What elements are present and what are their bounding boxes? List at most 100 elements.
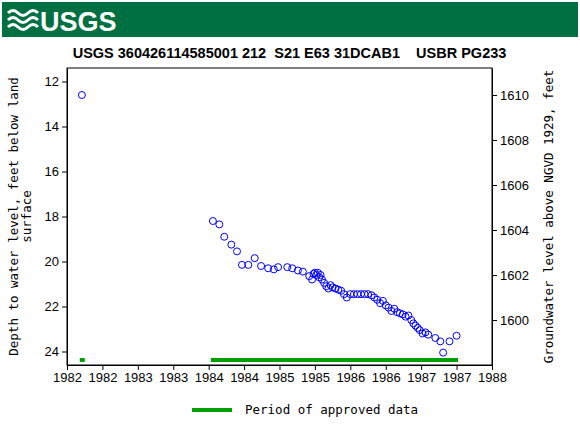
plot-area: [78, 92, 460, 363]
tick-label: 1606: [500, 178, 529, 193]
y-axis-line: [67, 69, 68, 366]
tick: 1987: [443, 365, 472, 385]
x-axis: 1982 1982 1983 1983 1984 1984 1985 1985 1986 1986…: [53, 365, 507, 385]
tick-label: 1985: [301, 370, 330, 385]
tick: 1604: [492, 223, 529, 238]
chart: USGSUSGS 360426114585001 212 S21 E63 31D…: [0, 0, 580, 430]
data-point: [432, 335, 439, 342]
y-axis-title: surface: [19, 190, 34, 243]
tick: 14: [45, 119, 67, 134]
plot-frame: [67, 68, 492, 365]
data-point: [228, 241, 235, 248]
approved-period: [80, 358, 85, 362]
tick-label: 1987: [407, 370, 436, 385]
tick: 1985: [266, 365, 295, 385]
tick: 1602: [492, 268, 529, 283]
tick: 18: [45, 209, 67, 224]
logo-wave: [8, 25, 38, 30]
tick-mark: [492, 185, 497, 186]
tick-mark: [62, 127, 67, 128]
legend-label: Period of approved data: [245, 402, 418, 417]
tick: 24: [45, 344, 67, 359]
tick: 1982: [53, 365, 82, 385]
tick-mark: [492, 275, 497, 276]
banner: USGS: [2, 2, 578, 37]
tick-label: 1610: [500, 88, 529, 103]
data-point: [446, 338, 453, 345]
tick-label: 20: [45, 254, 59, 269]
tick-label: 1604: [500, 223, 529, 238]
data-point: [216, 221, 223, 228]
tick: 1987: [407, 365, 436, 385]
y2-axis: 1600 1602 1604 1606 1608 1610: [492, 69, 529, 366]
tick-label: 1983: [124, 370, 153, 385]
data-point: [209, 218, 216, 225]
tick-label: 1986: [372, 370, 401, 385]
tick-label: 1988: [478, 370, 507, 385]
tick: 1983: [159, 365, 188, 385]
tick: 1985: [301, 365, 330, 385]
data-point: [270, 266, 277, 273]
tick-label: 12: [45, 74, 59, 89]
tick-mark: [492, 95, 497, 96]
logo-text: USGS: [40, 7, 117, 37]
tick-label: 1600: [500, 313, 529, 328]
tick: 1982: [88, 365, 117, 385]
tick: 20: [45, 254, 67, 269]
tick-mark: [62, 262, 67, 263]
tick-mark: [492, 230, 497, 231]
tick-label: 1984: [195, 370, 224, 385]
data-point: [234, 248, 241, 255]
tick-label: 1982: [88, 370, 117, 385]
tick: 1610: [492, 88, 529, 103]
data-point: [425, 331, 432, 338]
tick-label: 1983: [159, 370, 188, 385]
tick: 22: [45, 299, 67, 314]
tick-label: 1987: [443, 370, 472, 385]
legend-swatch: [192, 408, 232, 412]
y2-axis-title: Groundwater level above NGVD 1929, feet: [541, 70, 556, 364]
logo-wave: [8, 18, 38, 23]
tick-label: 16: [45, 164, 59, 179]
tick: 1983: [124, 365, 153, 385]
tick-label: 1985: [266, 370, 295, 385]
approved-period: [211, 358, 458, 362]
tick-mark: [62, 217, 67, 218]
data-point: [284, 264, 291, 271]
data-point: [317, 272, 324, 279]
tick: 1988: [478, 365, 507, 385]
data-point: [437, 338, 444, 345]
tick-mark: [492, 320, 497, 321]
data-point: [453, 332, 460, 339]
data-point: [299, 268, 306, 275]
data-point: [245, 261, 252, 268]
tick: 1984: [230, 365, 259, 385]
data-point: [258, 263, 265, 270]
tick-mark: [492, 140, 497, 141]
y-axis: 12 14 16 18 20 22 24: [45, 69, 68, 366]
tick-label: 24: [45, 344, 59, 359]
logo-wave: [8, 11, 38, 16]
tick-label: 22: [45, 299, 59, 314]
tick: 1986: [372, 365, 401, 385]
tick: 12: [45, 74, 67, 89]
tick: 1986: [336, 365, 365, 385]
tick-label: 1602: [500, 268, 529, 283]
data-point: [78, 92, 85, 99]
tick-label: 1986: [336, 370, 365, 385]
tick: 1608: [492, 133, 529, 148]
tick-mark: [62, 352, 67, 353]
tick-label: 1984: [230, 370, 259, 385]
data-point: [221, 233, 228, 240]
tick: 1606: [492, 178, 529, 193]
tick-mark: [62, 307, 67, 308]
tick-mark: [62, 82, 67, 83]
tick-mark: [62, 172, 67, 173]
tick: 16: [45, 164, 67, 179]
tick: 1984: [195, 365, 224, 385]
tick-label: 14: [45, 119, 59, 134]
banner-background: [2, 2, 578, 37]
data-point: [294, 267, 301, 274]
legend: Period of approved data: [192, 402, 418, 417]
tick-label: 1982: [53, 370, 82, 385]
